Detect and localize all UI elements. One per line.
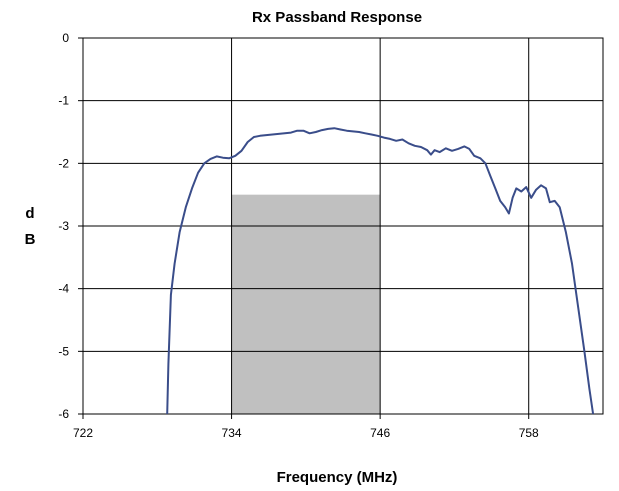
- y-tick-label: -4: [58, 282, 69, 296]
- series-line: [166, 127, 595, 415]
- y-tick-label: -6: [58, 407, 69, 421]
- x-axis-label: Frequency (MHz): [277, 469, 398, 486]
- y-tick-label: -1: [58, 94, 69, 108]
- y-axis-label-line-1: d: [25, 205, 34, 222]
- x-tick-label: 746: [370, 426, 390, 440]
- x-tick-label: 722: [73, 426, 93, 440]
- y-tick-label: -5: [58, 344, 69, 358]
- x-tick-label: 758: [519, 426, 539, 440]
- y-tick-label: 0: [62, 31, 69, 45]
- y-axis-label-line-2: B: [25, 231, 36, 248]
- chart-title: Rx Passband Response: [252, 9, 422, 26]
- y-tick-label: -3: [58, 219, 69, 233]
- x-tick-label: 734: [222, 426, 242, 440]
- shaded-band: [231, 194, 381, 414]
- y-tick-label: -2: [58, 156, 69, 170]
